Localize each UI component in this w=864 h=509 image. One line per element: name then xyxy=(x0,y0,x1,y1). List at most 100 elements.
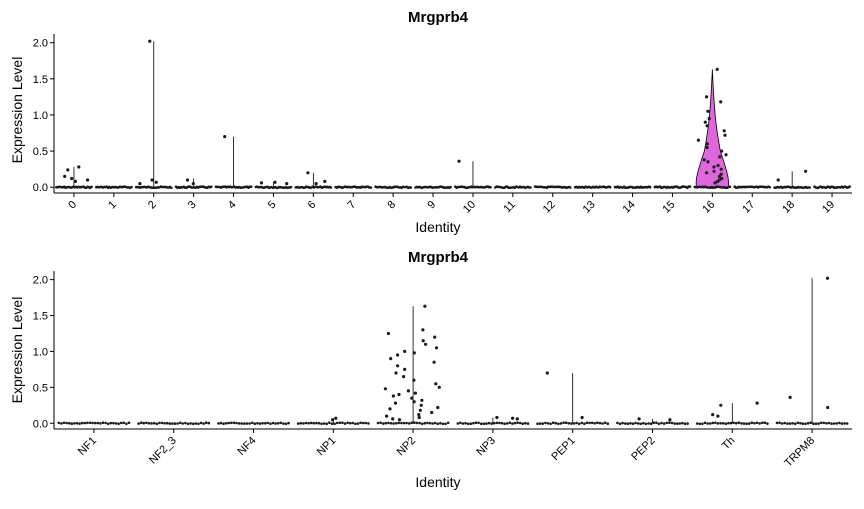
data-point xyxy=(806,421,810,425)
x-tick-label: Th xyxy=(720,435,738,453)
data-point xyxy=(727,421,730,425)
data-point xyxy=(412,351,416,355)
data-point xyxy=(526,422,530,425)
data-point xyxy=(78,422,81,425)
data-point xyxy=(433,421,437,425)
data-point xyxy=(309,421,313,425)
data-point xyxy=(711,413,715,417)
data-point xyxy=(758,422,761,425)
data-point xyxy=(649,422,653,426)
data-point xyxy=(199,421,203,425)
data-point xyxy=(191,422,195,426)
data-point xyxy=(315,421,318,425)
data-point xyxy=(412,378,416,382)
data-point xyxy=(160,421,164,425)
data-point xyxy=(799,421,802,425)
data-point xyxy=(449,185,452,189)
data-point xyxy=(423,304,427,308)
data-point xyxy=(706,422,709,425)
data-point xyxy=(202,422,205,425)
data-point xyxy=(721,422,725,425)
x-tick-label: 2 xyxy=(146,199,159,212)
data-point xyxy=(490,422,493,425)
violin xyxy=(695,69,729,188)
data-point xyxy=(57,421,61,425)
data-point xyxy=(675,422,679,425)
data-point xyxy=(90,185,93,189)
data-point xyxy=(412,400,416,404)
data-point xyxy=(168,422,172,425)
data-point xyxy=(304,421,308,425)
data-point xyxy=(361,421,365,425)
data-point xyxy=(711,421,715,425)
data-point xyxy=(86,421,89,425)
x-tick-label: NP2 xyxy=(395,435,419,459)
data-point xyxy=(433,335,437,339)
data-point xyxy=(155,422,159,426)
data-point xyxy=(138,182,142,186)
data-point xyxy=(817,422,820,425)
data-point xyxy=(456,422,460,425)
data-point xyxy=(707,117,711,121)
data-point xyxy=(492,421,496,425)
data-point xyxy=(430,410,434,415)
data-point xyxy=(683,422,687,426)
data-point xyxy=(276,422,280,425)
data-point xyxy=(65,421,68,425)
data-point xyxy=(631,422,635,426)
data-point xyxy=(830,422,833,426)
data-point xyxy=(320,422,323,426)
data-point xyxy=(191,182,195,186)
data-point xyxy=(714,421,717,425)
data-point xyxy=(158,421,161,425)
data-point xyxy=(343,422,347,425)
data-point xyxy=(323,179,327,183)
data-point xyxy=(400,421,403,425)
data-point xyxy=(655,421,658,425)
x-tick-label: 10 xyxy=(461,199,478,216)
data-point xyxy=(495,415,499,420)
y-tick-label: 2.0 xyxy=(33,38,48,50)
data-point xyxy=(184,421,187,425)
data-point xyxy=(503,422,506,426)
data-point xyxy=(367,422,370,425)
data-point xyxy=(601,422,604,425)
data-point xyxy=(705,95,709,99)
data-point xyxy=(418,421,421,425)
data-point xyxy=(417,415,421,420)
data-point xyxy=(417,413,421,417)
data-point xyxy=(256,422,259,425)
data-point xyxy=(364,421,368,425)
data-point xyxy=(719,403,723,407)
data-point xyxy=(588,421,591,425)
data-point xyxy=(826,405,830,410)
chart-title: Mrgprb4 xyxy=(408,249,469,266)
data-point xyxy=(626,422,630,426)
data-point xyxy=(545,371,549,375)
data-point xyxy=(383,387,387,391)
data-point xyxy=(549,422,552,426)
data-point xyxy=(434,346,439,350)
data-point xyxy=(719,100,723,104)
data-point xyxy=(389,357,393,361)
data-point xyxy=(170,186,173,190)
data-point xyxy=(596,421,599,425)
data-point xyxy=(83,421,87,425)
data-point xyxy=(788,422,792,425)
data-point xyxy=(302,422,305,425)
data-point xyxy=(420,398,424,402)
y-tick-label: 1.0 xyxy=(33,346,48,358)
data-point xyxy=(723,133,727,137)
data-point xyxy=(407,422,411,425)
data-point xyxy=(705,171,709,175)
data-point xyxy=(223,135,227,139)
data-point xyxy=(259,181,264,185)
data-point xyxy=(606,422,610,426)
data-point xyxy=(673,422,676,425)
x-tick-label: 12 xyxy=(541,199,558,216)
data-point xyxy=(197,422,200,426)
data-point xyxy=(508,421,512,425)
data-point xyxy=(314,182,318,186)
data-point xyxy=(825,422,828,425)
data-point xyxy=(498,421,501,425)
